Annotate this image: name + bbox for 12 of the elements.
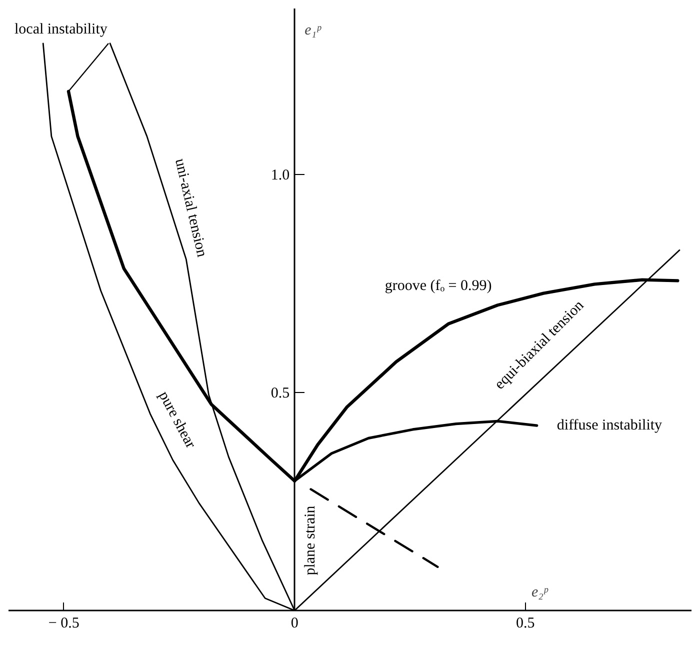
series-label: diffuse instability xyxy=(556,418,663,434)
text: uni-axial tension xyxy=(171,157,210,260)
text: pure shear xyxy=(155,388,198,452)
x-axis-title: e₂ᵖ xyxy=(532,584,548,600)
text: local instability xyxy=(14,21,108,38)
y-tick-label: 1.0 xyxy=(270,167,290,184)
x-tick-label: 0.5 xyxy=(516,616,535,632)
annotation: plane strain xyxy=(302,505,319,576)
x-tick-label: 0 xyxy=(290,616,298,632)
series-label: groove (fₒ = 0.99) xyxy=(384,278,492,294)
y-axis-title: e₁ᵖ xyxy=(304,22,322,38)
x-tick-label: − 0.5 xyxy=(48,616,80,632)
